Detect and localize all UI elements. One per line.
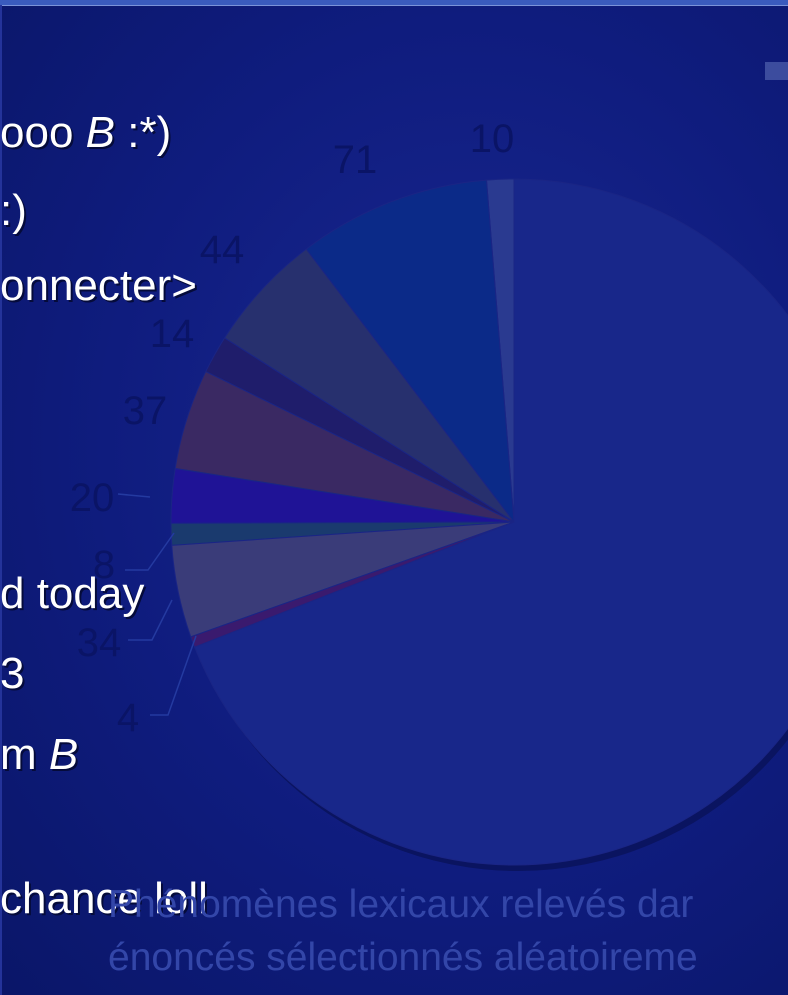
slice-label-44: 44 <box>200 228 245 272</box>
bullet-line-2: :) <box>0 186 27 235</box>
top-rule <box>0 0 788 6</box>
bullet-line-3: onnecter> <box>0 261 197 310</box>
slice-label-4: 4 <box>117 696 139 740</box>
left-rule <box>0 5 2 995</box>
slice-label-8: 8 <box>93 543 115 587</box>
slice-label-10: 10 <box>470 117 515 161</box>
caption-line-1: Phénomènes lexicaux relevés dar <box>108 883 694 926</box>
slice-label-37: 37 <box>123 389 168 433</box>
leader-lines <box>117 493 197 716</box>
leader-line-34 <box>128 599 173 641</box>
leader-line-4 <box>150 635 197 716</box>
slice-label-34: 34 <box>77 621 122 665</box>
bullet-line-7: chance loll <box>0 874 208 923</box>
pie-slice-main <box>194 178 788 866</box>
bullet-line-6: m B <box>0 730 79 779</box>
caption-line-2: énoncés sélectionnés aléatoireme <box>108 936 698 979</box>
slice-label-71: 71 <box>333 138 378 182</box>
leader-line-20 <box>117 493 151 498</box>
bullet-line-5: 3 <box>0 649 25 698</box>
slice-label-14: 14 <box>150 312 195 356</box>
bullet-line-4: d today <box>0 569 145 618</box>
pie-slice-71 <box>305 179 515 524</box>
pie-slices <box>170 178 788 871</box>
bullet-line-1: ooo B :*) <box>0 108 172 157</box>
slice-label-20: 20 <box>70 476 115 520</box>
leader-line-8 <box>125 532 175 571</box>
legend-swatch <box>765 62 788 80</box>
